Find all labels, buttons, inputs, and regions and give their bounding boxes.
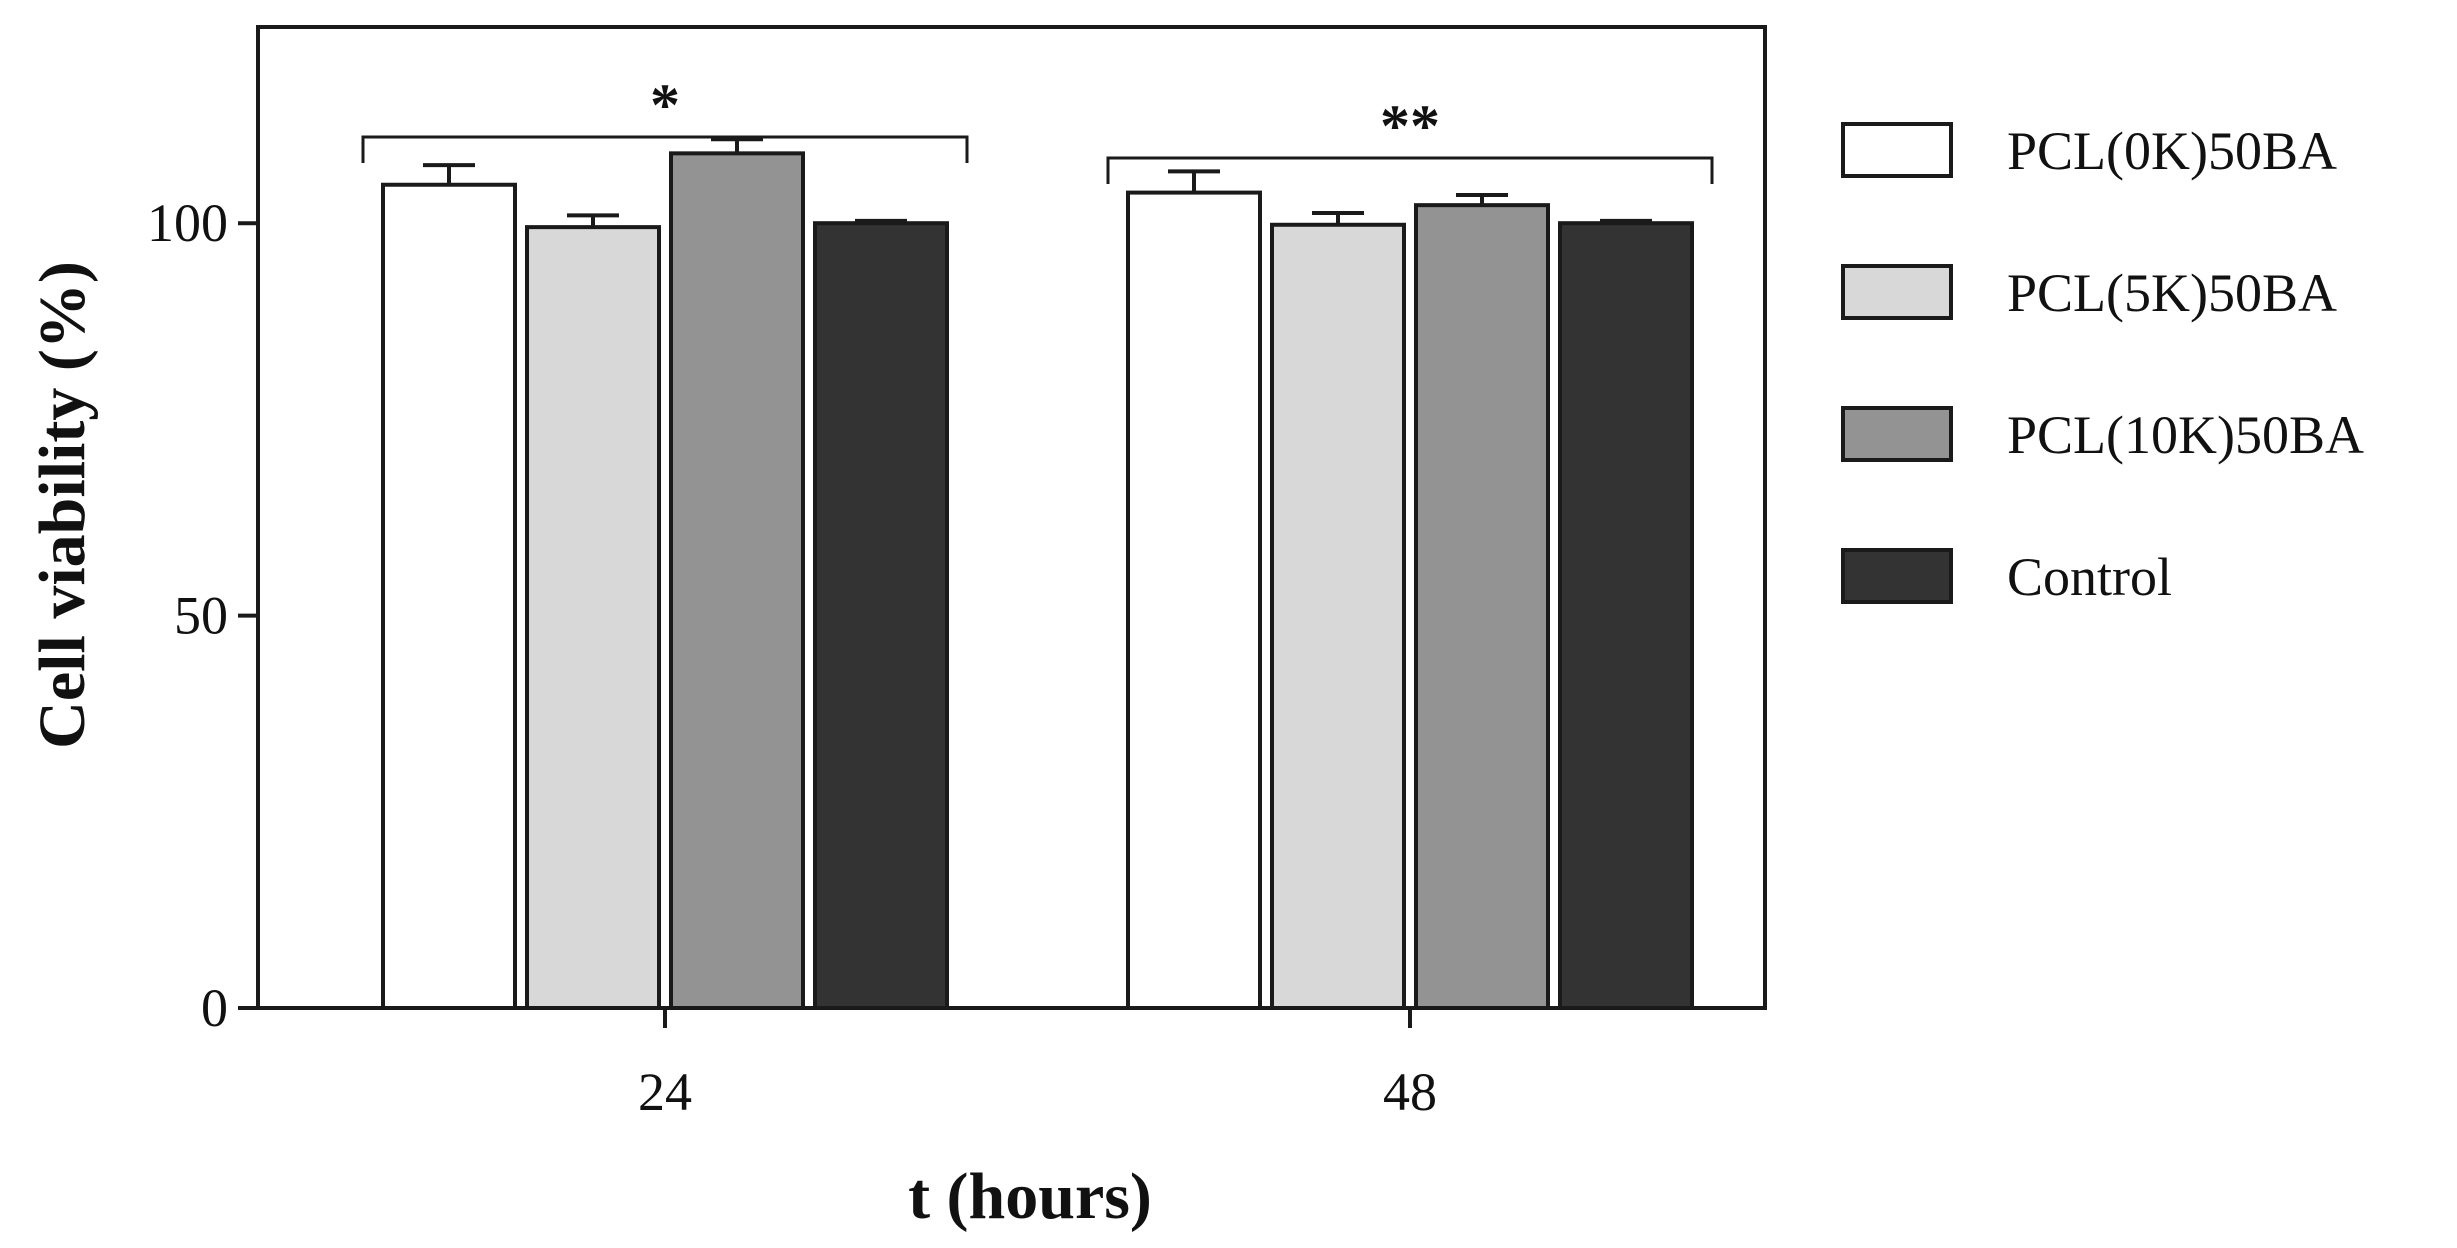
x-tick-label: 48	[1383, 1062, 1437, 1122]
y-tick-label: 0	[201, 978, 228, 1038]
legend-swatch	[1841, 264, 1953, 320]
significance-label: **	[1380, 93, 1440, 159]
error-bars	[423, 137, 1652, 228]
legend-label: PCL(0K)50BA	[2007, 121, 2337, 181]
plot-frame	[256, 25, 1767, 1010]
bar-pcl-5k-50ba-24h	[525, 225, 661, 1010]
legend-swatch	[1841, 406, 1953, 462]
x-axis-title: t (hours)	[908, 1160, 1152, 1233]
axes: 0 50 100 24 48	[147, 193, 1437, 1122]
bar-pcl-10k-50ba-48h	[1414, 203, 1550, 1010]
bar-pcl-10k-50ba-24h	[669, 151, 805, 1011]
plot-frame-border	[256, 25, 1767, 1010]
legend-label: PCL(10K)50BA	[2007, 405, 2364, 465]
legend: PCL(0K)50BA PCL(5K)50BA PCL(10K)50BA Contro…	[1841, 121, 2364, 607]
legend-swatch	[1841, 122, 1953, 178]
bars	[381, 151, 1694, 1011]
y-axis-title: Cell viability (%)	[26, 261, 99, 749]
bar-control-48h	[1558, 221, 1694, 1010]
significance-bracket	[1106, 156, 1714, 184]
bar-pcl-0k-50ba-24h	[381, 182, 517, 1010]
bar-pcl-0k-50ba-48h	[1126, 190, 1262, 1011]
x-tick-label: 24	[638, 1062, 692, 1122]
legend-swatch	[1841, 548, 1953, 604]
y-tick-label: 100	[147, 193, 228, 253]
bar-pcl-5k-50ba-48h	[1270, 222, 1406, 1010]
legend-label: PCL(5K)50BA	[2007, 263, 2337, 323]
significance-bracket	[361, 135, 969, 163]
bar-control-24h	[813, 221, 949, 1010]
significance-brackets: * **	[361, 72, 1714, 184]
significance-label: *	[650, 72, 680, 138]
y-tick-label: 50	[174, 586, 228, 646]
legend-label: Control	[2007, 547, 2172, 607]
